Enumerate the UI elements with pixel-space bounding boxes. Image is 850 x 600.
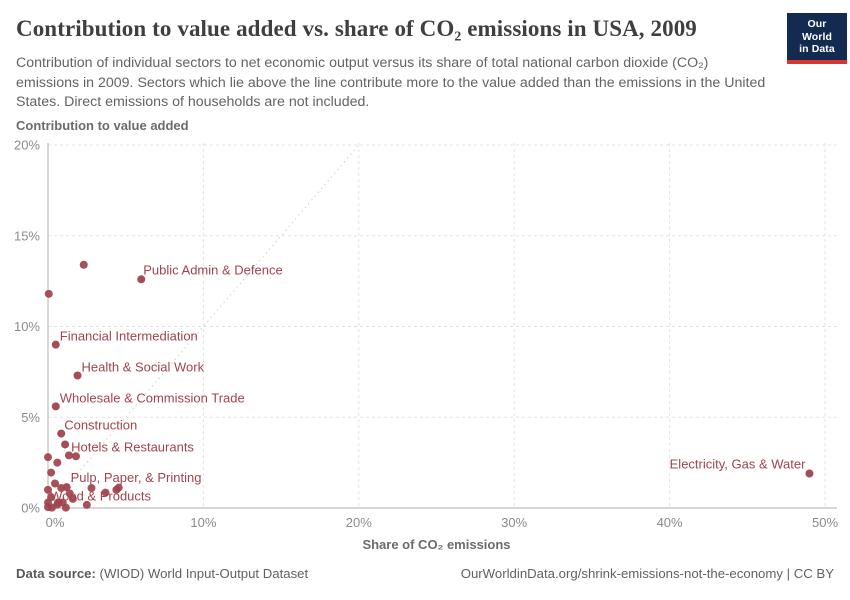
data-point-financial-intermediation[interactable] — [51, 340, 60, 349]
owid-logo-line1: Our World — [801, 18, 833, 43]
y-tick-label: 5% — [21, 410, 40, 425]
point-label[interactable]: Public Admin & Defence — [143, 262, 282, 277]
owid-logo[interactable]: Our World in Data — [787, 13, 847, 64]
data-point[interactable] — [44, 485, 52, 494]
point-label[interactable]: Wholesale & Commission Trade — [60, 390, 245, 405]
data-point-wholesale-commission-trade[interactable] — [51, 402, 60, 411]
y-axis-title: Contribution to value added — [16, 118, 189, 133]
data-point-electricity-gas-water[interactable] — [805, 469, 814, 478]
chart-footer: Data source: (WIOD) World Input-Output D… — [16, 566, 834, 581]
data-point-construction[interactable] — [57, 429, 66, 438]
x-tick-label: 30% — [501, 515, 527, 530]
data-point[interactable] — [82, 500, 91, 509]
y-tick-label: 20% — [14, 138, 40, 153]
point-label[interactable]: Wood & Products — [50, 489, 151, 504]
data-point[interactable] — [44, 289, 53, 298]
point-label[interactable]: Pulp, Paper, & Printing — [71, 470, 202, 485]
data-point[interactable] — [79, 260, 88, 269]
data-point[interactable] — [44, 453, 52, 462]
data-point-pulp-paper-printing[interactable] — [62, 483, 71, 492]
y-tick-label: 10% — [14, 319, 40, 334]
data-source: Data source: (WIOD) World Input-Output D… — [16, 566, 308, 581]
x-tick-label: 0% — [46, 515, 65, 530]
data-point[interactable] — [87, 484, 96, 493]
x-tick-label: 20% — [346, 515, 372, 530]
point-label[interactable]: Electricity, Gas & Water — [670, 457, 806, 472]
data-point-public-admin-defence[interactable] — [137, 275, 146, 284]
owid-logo-line2: in Data — [799, 43, 835, 55]
y-tick-label: 0% — [21, 501, 40, 516]
data-point[interactable] — [71, 452, 80, 461]
x-axis-title: Share of CO₂ emissions — [362, 537, 510, 552]
data-point[interactable] — [101, 488, 110, 497]
data-point[interactable] — [47, 468, 56, 477]
y-tick-label: 15% — [14, 228, 40, 243]
x-tick-label: 40% — [657, 515, 683, 530]
data-point[interactable] — [114, 483, 123, 492]
data-point-hotels-restaurants[interactable] — [61, 440, 70, 449]
point-label[interactable]: Hotels & Restaurants — [71, 439, 194, 454]
point-label[interactable]: Construction — [64, 418, 137, 433]
data-point[interactable] — [50, 479, 59, 488]
footer-link[interactable]: OurWorldinData.org/shrink-emissions-not-… — [460, 566, 834, 581]
point-label[interactable]: Financial Intermediation — [60, 329, 198, 344]
chart-subtitle: Contribution of individual sectors to ne… — [16, 55, 766, 110]
data-source-value: (WIOD) World Input-Output Dataset — [95, 566, 309, 581]
data-point[interactable] — [61, 503, 70, 512]
page-title: Contribution to value added vs. share of… — [16, 16, 697, 41]
data-point-health-social-work[interactable] — [73, 371, 82, 380]
data-point[interactable] — [68, 494, 77, 503]
point-label[interactable]: Health & Social Work — [82, 360, 205, 375]
data-point[interactable] — [64, 451, 73, 460]
data-source-label: Data source: — [16, 566, 96, 581]
x-tick-label: 50% — [812, 515, 838, 530]
x-tick-label: 10% — [190, 515, 216, 530]
data-point[interactable] — [53, 458, 62, 467]
data-point-wood-products[interactable] — [54, 498, 63, 507]
